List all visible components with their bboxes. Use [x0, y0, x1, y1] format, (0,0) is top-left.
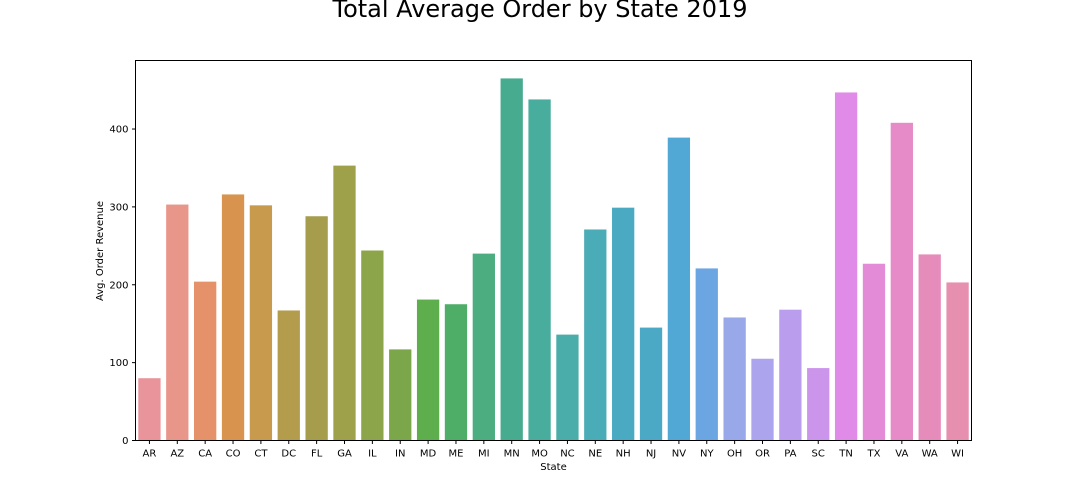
- x-tick-label: DC: [281, 449, 296, 460]
- bar-wa: [918, 254, 941, 441]
- x-tick-label: NC: [560, 449, 574, 460]
- x-tick-label: TX: [866, 449, 880, 460]
- x-tick-label: CT: [254, 449, 268, 460]
- bar-ct: [249, 205, 273, 441]
- y-tick-label: 200: [109, 280, 128, 291]
- plot-frame: [135, 60, 972, 441]
- y-tick-labels: 0 100 200 300 400: [109, 125, 136, 447]
- bar-tx: [862, 263, 886, 441]
- x-axis-label: State: [540, 462, 566, 473]
- bar-sc: [807, 368, 830, 441]
- x-tick-label: NJ: [646, 449, 656, 460]
- bar-nc: [556, 334, 579, 441]
- bar-or: [751, 358, 774, 441]
- bar-me: [444, 304, 468, 441]
- bar-dc: [277, 310, 300, 441]
- bar-wi: [946, 282, 969, 441]
- y-tick-label: 400: [109, 125, 128, 136]
- bar-ny: [695, 268, 718, 441]
- x-tick-label: CO: [226, 449, 241, 460]
- x-tick-label: MN: [504, 449, 520, 460]
- bars-group: [138, 78, 969, 441]
- x-tick-label: SC: [812, 449, 825, 460]
- x-tick-label: NH: [616, 449, 631, 460]
- x-tick-label: CA: [198, 449, 212, 460]
- bar-nh: [612, 207, 635, 441]
- bar-tn: [834, 92, 858, 441]
- bar-pa: [779, 309, 802, 441]
- chart-title: Total Average Order by State 2019: [332, 0, 748, 23]
- bar-md: [416, 299, 440, 441]
- bar-in: [389, 349, 412, 441]
- bar-mo: [528, 99, 551, 441]
- x-tick-label: AR: [143, 449, 157, 460]
- bar-az: [166, 204, 189, 441]
- bar-ar: [138, 378, 161, 441]
- x-tick-label: AZ: [170, 449, 184, 460]
- bar-nv: [667, 137, 691, 441]
- bar-va: [890, 122, 913, 441]
- y-tick-label: 0: [122, 436, 128, 447]
- y-axis-label: Avg. Order Revenue: [95, 201, 106, 301]
- x-tick-label: PA: [784, 449, 796, 460]
- x-tick-label: ME: [448, 449, 463, 460]
- bar-nj: [639, 327, 663, 441]
- x-tick-label: GA: [337, 449, 352, 460]
- x-tick-label: NE: [588, 449, 602, 460]
- x-tick-label: MD: [420, 449, 437, 460]
- x-tick-label: TN: [838, 449, 853, 460]
- x-tick-label: IN: [395, 449, 405, 460]
- x-tick-label: WI: [951, 449, 964, 460]
- x-tick-label: OH: [727, 449, 742, 460]
- bar-ca: [194, 281, 217, 441]
- x-tick-labels: AR AZ CA CO CT DC FL GA IL IN MD ME MI MN MO NC NE NH NJ NV…: [143, 440, 964, 460]
- x-tick-label: VA: [895, 449, 908, 460]
- bar-mi: [472, 253, 495, 441]
- x-tick-label: MI: [478, 449, 490, 460]
- bar-fl: [305, 216, 328, 441]
- y-tick-label: 100: [109, 358, 128, 369]
- bar-ga: [333, 165, 356, 441]
- bar-mn: [500, 78, 523, 441]
- x-tick-label: NV: [672, 449, 686, 460]
- x-tick-label: WA: [922, 449, 938, 460]
- bar-oh: [723, 317, 746, 441]
- x-tick-label: MO: [531, 449, 548, 460]
- bar-co: [221, 194, 245, 441]
- x-tick-label: IL: [368, 449, 377, 460]
- bar-ne: [584, 229, 607, 441]
- bar-il: [361, 250, 384, 441]
- x-tick-label: FL: [311, 449, 323, 460]
- y-tick-label: 300: [109, 202, 128, 213]
- x-tick-label: NY: [700, 449, 714, 460]
- x-tick-label: OR: [755, 449, 770, 460]
